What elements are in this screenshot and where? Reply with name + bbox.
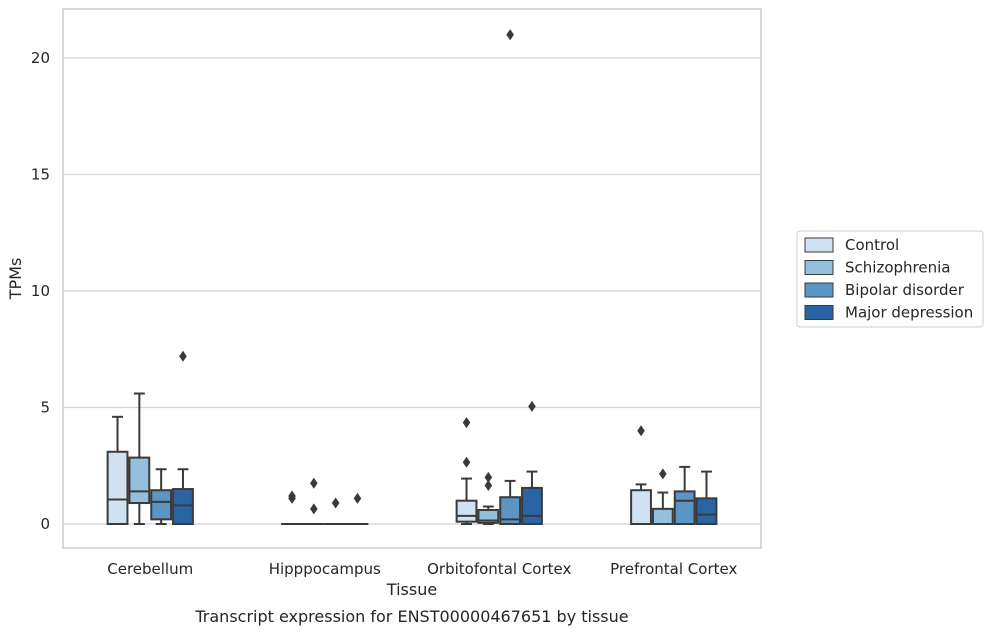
legend-frame <box>796 230 984 328</box>
box-major-depression-0 <box>172 350 194 525</box>
box-schizophrenia-2 <box>477 471 500 525</box>
box-bipolar-disorder-1 <box>324 497 347 526</box>
x-tick-label: Hipppocampus <box>269 560 381 578</box>
box-iqr <box>695 497 718 525</box>
y-axis-label: TPMs <box>6 258 25 301</box>
outlier-point <box>310 503 318 515</box>
y-tick-label: 0 <box>40 515 50 533</box>
outlier-point <box>353 492 362 504</box>
y-tick-label: 5 <box>40 399 50 417</box>
x-axis-label: Tissue <box>386 580 437 599</box>
box-iqr <box>128 456 151 505</box>
box-iqr <box>630 489 652 525</box>
outlier-point <box>637 425 645 437</box>
legend-swatch <box>804 260 834 275</box>
legend-label: Schizophrenia <box>845 259 950 277</box>
x-tick-labels: Cerebellum Hipppocampus Orbitofontal Corte… <box>107 560 737 578</box>
box-major-depression-3 <box>695 470 718 525</box>
x-tick-label: Orbitofontal Cortex <box>427 560 571 578</box>
outlier-point <box>484 480 493 492</box>
box-iqr <box>651 507 674 526</box>
box-iqr <box>499 496 522 525</box>
outlier-point <box>506 29 514 41</box>
box-iqr <box>455 499 478 523</box>
box-bipolar-disorder-2 <box>499 29 522 525</box>
outlier-point <box>462 456 471 468</box>
box-iqr <box>106 450 129 525</box>
box-control-2 <box>455 417 478 525</box>
box-iqr <box>521 486 543 526</box>
outlier-point <box>331 497 340 509</box>
legend-label: Control <box>845 236 899 254</box>
outlier-point <box>659 468 667 480</box>
outlier-point <box>528 400 536 412</box>
y-tick-labels: 0 5 10 15 20 <box>31 49 50 533</box>
legend: Control Schizophrenia Bipolar disorder Majo… <box>796 230 984 328</box>
plot-frame <box>62 8 762 549</box>
legend-swatch <box>804 282 834 298</box>
x-tick-label: Cerebellum <box>107 560 193 578</box>
box-schizophrenia-1 <box>302 477 325 526</box>
legend-swatch <box>804 305 834 320</box>
chart-title: Transcript expression for ENST0000046765… <box>194 607 628 626</box>
box-major-depression-2 <box>521 400 543 526</box>
box-control-0 <box>106 415 129 525</box>
box-control-3 <box>630 425 652 525</box>
legend-label: Bipolar disorder <box>845 281 965 299</box>
box-schizophrenia-0 <box>128 392 151 525</box>
x-tick-label: Prefrontal Cortex <box>610 560 737 578</box>
box-bipolar-disorder-0 <box>150 468 173 525</box>
legend-swatch <box>804 237 834 253</box>
box-series <box>106 29 718 526</box>
box-bipolar-disorder-3 <box>673 465 696 526</box>
outlier-point <box>179 350 187 362</box>
box-major-depression-1 <box>346 492 369 526</box>
box-iqr <box>172 488 194 525</box>
outlier-point <box>310 477 318 489</box>
outlier-point <box>462 417 471 429</box>
outlier-point <box>288 490 296 502</box>
box-schizophrenia-3 <box>651 468 674 526</box>
y-tick-label: 20 <box>31 49 50 67</box>
y-tick-label: 15 <box>31 166 50 184</box>
box-iqr <box>673 490 696 526</box>
box-iqr <box>150 489 173 521</box>
legend-label: Major depression <box>845 304 973 322</box>
box-control-1 <box>281 490 303 526</box>
outlier-point <box>484 471 493 483</box>
gridlines <box>63 57 761 525</box>
y-tick-label: 10 <box>31 282 50 300</box>
